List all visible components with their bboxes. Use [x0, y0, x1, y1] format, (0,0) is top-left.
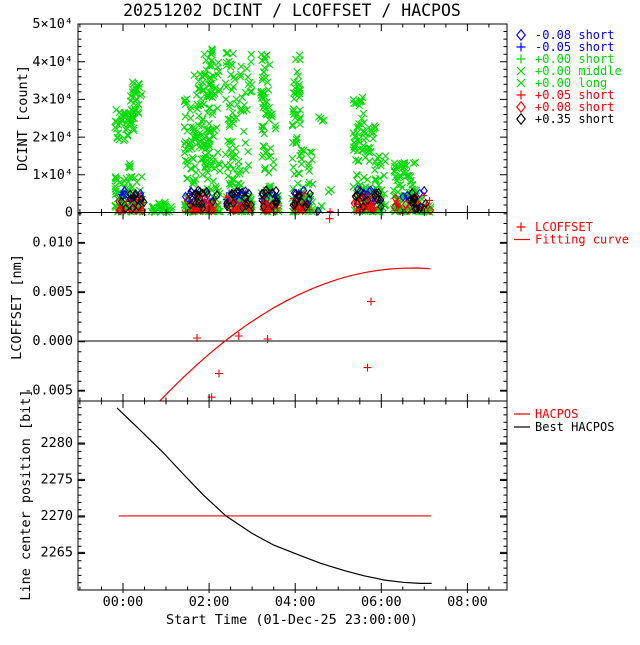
legend-dcint-3-marker — [516, 66, 526, 76]
legend-lcoffset-0-label: LCOFFSET — [535, 220, 593, 234]
x-tick-labels: 00:00 02:00 04:00 06:00 08:00 — [103, 594, 488, 610]
hacpos-y-axis-label: Line center position [bit] — [18, 389, 34, 600]
y-tick-labels: 0 1×10⁴ 2×10⁴ 3×10⁴ 4×10⁴ 5×10⁴ -0.005 0.000 0.0… — [24, 16, 73, 560]
legend-lcoffset-1-label: Fitting curve — [535, 233, 629, 247]
panel-ticks-0 — [78, 23, 507, 213]
y-tick-label: 1×10⁴ — [32, 167, 73, 183]
axis-ticks — [78, 23, 507, 593]
legend-dcint-1-marker — [516, 42, 526, 52]
legend-dcint-5-label: +0.05 short — [535, 88, 614, 102]
y-tick-label: 4×10⁴ — [32, 54, 73, 70]
legend-dcint-7-marker — [516, 112, 526, 126]
panel-data-layer — [78, 45, 507, 585]
panel-ticks-1 — [78, 212, 507, 402]
legend-dcint-3-label: +0.00 middle — [535, 64, 622, 78]
legend-hacpos-0-label: HACPOS — [535, 407, 578, 421]
dcint-series--0-00-middle — [111, 45, 421, 208]
legend-lcoffset-0-marker — [516, 222, 526, 232]
y-tick-label: 3×10⁴ — [32, 92, 73, 108]
lcoffset-fitting-curve — [159, 267, 431, 402]
x-tick-label: 02:00 — [189, 594, 230, 610]
y-tick-label: 2265 — [40, 545, 73, 561]
legend-dcint-6-label: +0.08 short — [535, 100, 614, 114]
y-tick-label: 0.005 — [32, 284, 73, 300]
plot-title: 20251202 DCINT / LCOFFSET / HACPOS — [123, 1, 461, 20]
legend-dcint-0-marker — [516, 28, 526, 42]
y-tick-label: 0 — [65, 205, 73, 221]
y-tick-label: 2270 — [40, 508, 73, 524]
x-tick-label: 00:00 — [103, 594, 144, 610]
best-hacpos-curve — [116, 407, 432, 585]
legend-dcint-1-label: -0.05 short — [535, 40, 614, 54]
dcint-y-axis-label: DCINT [count] — [15, 65, 31, 171]
y-tick-label: 0.010 — [32, 235, 73, 251]
y-tick-label: 2280 — [40, 435, 73, 451]
legend-dcint-7-label: +0.35 short — [535, 112, 614, 126]
panel-ticks-2 — [78, 401, 507, 593]
y-tick-label: 0.000 — [32, 333, 73, 349]
y-tick-label: 2×10⁴ — [32, 129, 73, 145]
legend-dcint-5-marker — [516, 90, 526, 100]
lcoffset-y-axis-label: LCOFFSET [nm] — [9, 254, 25, 360]
x-tick-label: 04:00 — [275, 594, 316, 610]
legend-dcint-2-label: +0.00 short — [535, 52, 614, 66]
legend-dcint-0-label: -0.08 short — [535, 28, 614, 42]
y-tick-label: 2275 — [40, 472, 73, 488]
legend-hacpos-1-label: Best HACPOS — [535, 420, 614, 434]
legend-dcint-4-label: +0.00 long — [535, 76, 607, 90]
x-axis-label: Start Time (01-Dec-25 23:00:00) — [166, 612, 418, 628]
x-tick-label: 06:00 — [361, 594, 402, 610]
legend-dcint-4-marker — [516, 78, 526, 88]
x-tick-label: 08:00 — [447, 594, 488, 610]
legend-dcint-2-marker — [516, 54, 526, 64]
y-tick-label: 5×10⁴ — [32, 16, 73, 32]
y-tick-label: -0.005 — [24, 383, 73, 399]
legend-dcint-6-marker — [516, 100, 526, 114]
legends: -0.08 short-0.05 short+0.00 short+0.00 m… — [514, 28, 629, 434]
lcoffset-points — [193, 214, 375, 402]
dcint-series--0-35-short — [117, 185, 430, 215]
